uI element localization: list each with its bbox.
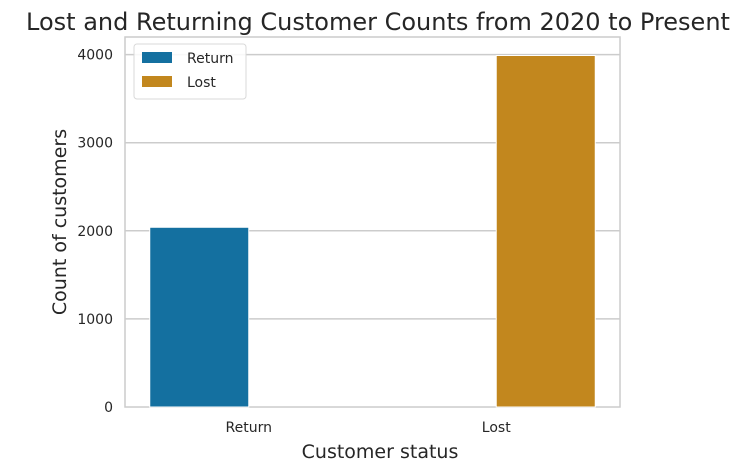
x-axis-ticks: Return Lost (226, 420, 512, 436)
legend-label-return: Return (187, 51, 233, 67)
legend-label-lost: Lost (187, 75, 216, 91)
y-tick-label: 0 (104, 400, 113, 416)
bar-lost (495, 55, 596, 408)
x-tick-label: Return (226, 420, 272, 436)
x-tick-label: Lost (482, 420, 511, 436)
plot-area-border (124, 36, 621, 408)
legend-swatch-lost (142, 76, 172, 87)
y-axis-ticks: 0 1000 2000 3000 4000 (77, 48, 113, 416)
chart-title: Lost and Returning Customer Counts from … (26, 8, 730, 36)
y-tick-label: 2000 (77, 224, 113, 240)
bar-return (149, 226, 250, 408)
y-tick-label: 3000 (77, 136, 113, 152)
y-tick-label: 4000 (77, 48, 113, 64)
legend: Return Lost (133, 43, 247, 100)
legend-swatch-return (142, 52, 172, 63)
x-axis-label: Customer status (302, 441, 459, 463)
bars (149, 55, 596, 408)
y-axis-label: Count of customers (49, 129, 71, 315)
y-tick-label: 1000 (77, 312, 113, 328)
